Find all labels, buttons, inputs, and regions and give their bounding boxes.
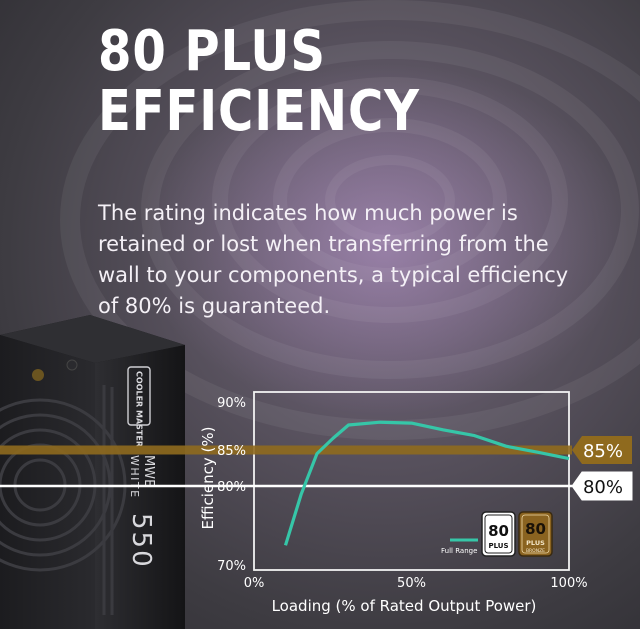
y-tick-label: 85%	[217, 444, 246, 459]
badge-white-bottom: PLUS	[488, 542, 508, 550]
badge-white-top: 80	[488, 522, 509, 540]
legend-label: Full Range	[441, 547, 477, 555]
threshold-label-80: 80%	[583, 477, 623, 498]
threshold-callout-85	[572, 436, 632, 464]
badge-bronze-top: 80	[525, 520, 546, 538]
x-tick-label: 0%	[244, 576, 265, 591]
badge-80plus-white: 80 PLUS	[481, 511, 516, 557]
badge-80plus-bronze: 80 PLUS BRONZE	[518, 511, 553, 557]
title-line-2: EFFICIENCY	[98, 79, 420, 144]
y-tick-label: 90%	[217, 396, 246, 411]
plot-frame	[253, 391, 570, 571]
badge-bronze-bottom: PLUS	[526, 539, 545, 547]
y-tick-label: 70%	[217, 559, 246, 574]
x-axis-label: Loading (% of Rated Output Power)	[272, 597, 537, 615]
description-text: The rating indicates how much power is r…	[98, 201, 569, 318]
model-number: 550	[126, 513, 156, 569]
page-title: 80 PLUS EFFICIENCY	[98, 22, 420, 142]
badge-bronze-sub: BRONZE	[526, 548, 545, 554]
model-line-1: MWE	[141, 455, 156, 487]
brand-vertical-text: COOLER MASTER	[135, 371, 144, 447]
x-tick-label: 50%	[397, 576, 426, 591]
title-line-1: 80 PLUS	[98, 19, 326, 84]
y-tick-label: 80%	[217, 480, 246, 495]
x-tick-label: 100%	[550, 576, 587, 591]
threshold-label-85: 85%	[583, 441, 623, 462]
series-line-0	[283, 420, 570, 546]
threshold-callout-80	[571, 471, 633, 501]
model-line-2: WHITE	[128, 455, 141, 499]
y-axis-label: Efficiency (%)	[199, 427, 217, 530]
